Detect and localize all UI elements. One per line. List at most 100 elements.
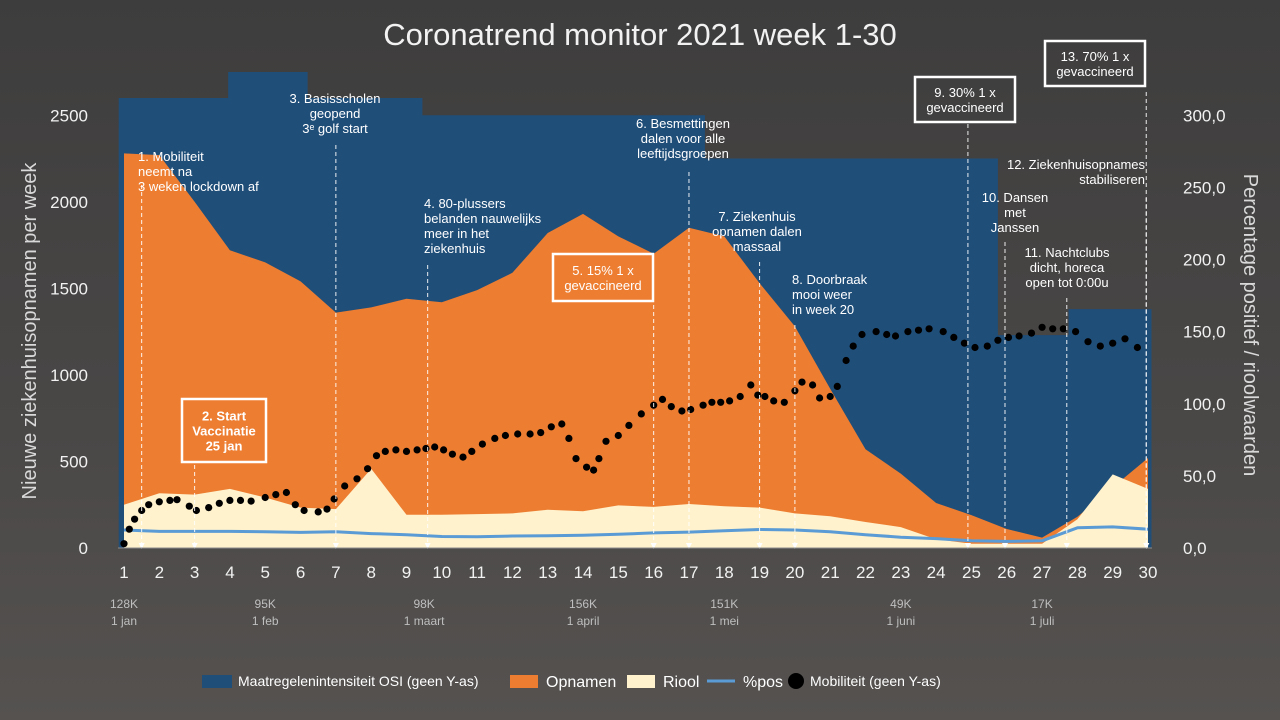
x-tick-label: 5: [261, 563, 270, 582]
mobility-dot: [282, 488, 290, 497]
annotation-text: met: [1004, 205, 1026, 220]
y-right-tick-label: 50,0: [1183, 467, 1216, 486]
mobility-dot: [236, 496, 245, 504]
x-tick-label: 9: [402, 563, 411, 582]
annotation-marker: [964, 543, 971, 549]
mobility-dot: [422, 444, 430, 453]
x-tick-label: 11: [468, 563, 486, 582]
mobility-dot: [431, 443, 439, 451]
annotation-text: 11. Nachtclubs: [1024, 245, 1110, 260]
annotation-text: gevaccineerd: [564, 278, 641, 293]
x-tick-label: 27: [1033, 563, 1052, 582]
mobility-dot: [392, 446, 400, 454]
x-tick-label: 19: [750, 563, 769, 582]
mobility-dot: [770, 397, 778, 405]
plot-areas: [118, 72, 1152, 548]
mobility-dot: [364, 465, 372, 473]
mobility-dot: [526, 430, 534, 438]
mobility-dot: [440, 446, 448, 454]
mobility-dot: [1059, 325, 1067, 333]
date-label: 1 juni: [886, 614, 915, 628]
mobility-dot: [1027, 329, 1036, 337]
mobility-dot: [261, 493, 269, 502]
annotation-text: Janssen: [991, 220, 1039, 235]
date-label: 1 juli: [1030, 614, 1055, 628]
x-tick-label: 18: [715, 563, 734, 582]
mobility-dot: [226, 496, 234, 504]
mobility-dot: [291, 501, 299, 509]
x-axis: 1 2 3 4 5 6 7 8 9 10 11 12 13 14 15 16 17 18 19 20 21 22 23 24 2…: [110, 547, 1158, 628]
x-tick-label: 28: [1068, 563, 1087, 582]
mobility-dot: [914, 326, 923, 334]
mobility-dot: [637, 410, 645, 418]
y-right-tick-label: 150,0: [1183, 323, 1226, 342]
y-right-tick-label: 250,0: [1183, 178, 1226, 197]
mobility-dot: [125, 525, 133, 533]
annotation-guides: [138, 92, 1150, 549]
x-tick-label: 30: [1139, 563, 1158, 582]
y-left-tick-label: 2500: [50, 106, 88, 125]
mobility-dot: [904, 328, 912, 336]
mobility-dot: [708, 398, 716, 406]
y-left-tick-label: 0: [79, 539, 88, 558]
period-total-label: 17K: [1031, 597, 1052, 611]
mobility-dot: [614, 431, 622, 440]
mobility-dot: [625, 421, 633, 429]
mobility-dot: [925, 325, 933, 333]
mobility-dot: [602, 437, 610, 445]
mobility-dot: [381, 447, 389, 455]
annotation-marker: [1063, 543, 1070, 549]
date-label: 1 mei: [710, 614, 739, 628]
x-tick-label: 6: [296, 563, 305, 582]
legend-label: %pos: [743, 674, 783, 691]
legend-swatch: [202, 675, 232, 688]
mobility-dot: [565, 434, 573, 442]
x-tick-label: 12: [503, 563, 522, 582]
mobility-dot: [314, 508, 322, 516]
mobility-dot: [590, 466, 598, 474]
y-right-tick-label: 0,0: [1183, 539, 1207, 558]
mobility-dot: [726, 397, 734, 405]
annotation-marker: [685, 543, 692, 549]
legend-swatch: [627, 675, 655, 688]
annotation-text: stabiliseren: [1079, 172, 1145, 187]
x-tick-label: 14: [574, 563, 593, 582]
mobility-dot: [1121, 335, 1129, 343]
annotation-text: 5. 15% 1 x: [572, 263, 634, 278]
annotation-text: 7. Ziekenhuis: [718, 209, 796, 224]
legend-label: Mobiliteit (geen Y-as): [810, 673, 941, 689]
annotation-marker: [650, 543, 657, 549]
mobility-dot: [514, 430, 522, 438]
period-total-label: 128K: [110, 597, 138, 611]
annotation-text: open tot 0:00u: [1025, 275, 1108, 290]
mobility-dot: [1072, 328, 1080, 336]
mobility-dot: [341, 482, 349, 490]
mobility-dot: [761, 392, 769, 401]
chart-title: Coronatrend monitor 2021 week 1-30: [383, 17, 897, 52]
mobility-dot: [173, 496, 181, 504]
mobility-dot: [736, 392, 744, 401]
mobility-dot: [687, 405, 695, 414]
mobility-dot: [858, 330, 866, 339]
x-tick-label: 26: [997, 563, 1016, 582]
annotation-marker: [1001, 543, 1008, 549]
mobility-dot: [468, 447, 476, 455]
mobility-dot: [950, 333, 958, 341]
annotation-marker: [791, 543, 798, 549]
mobility-dot: [883, 330, 891, 339]
period-total-label: 95K: [255, 597, 276, 611]
mobility-dot: [120, 540, 128, 548]
y-left-tick-label: 1500: [50, 279, 88, 298]
annotation-text: ziekenhuis: [424, 241, 486, 256]
annotation-text: 6. Besmettingen: [636, 116, 730, 131]
x-tick-label: 20: [785, 563, 804, 582]
mobility-dot: [192, 506, 200, 515]
annotation-text: 4. 80-plussers: [424, 196, 506, 211]
annotation-text: opnamen dalen: [712, 224, 802, 239]
annotation-text: mooi weer: [792, 287, 853, 302]
annotation-text: geopend: [310, 106, 361, 121]
period-total-label: 98K: [413, 597, 434, 611]
mobility-dot: [1109, 339, 1117, 347]
x-tick-label: 8: [366, 563, 375, 582]
